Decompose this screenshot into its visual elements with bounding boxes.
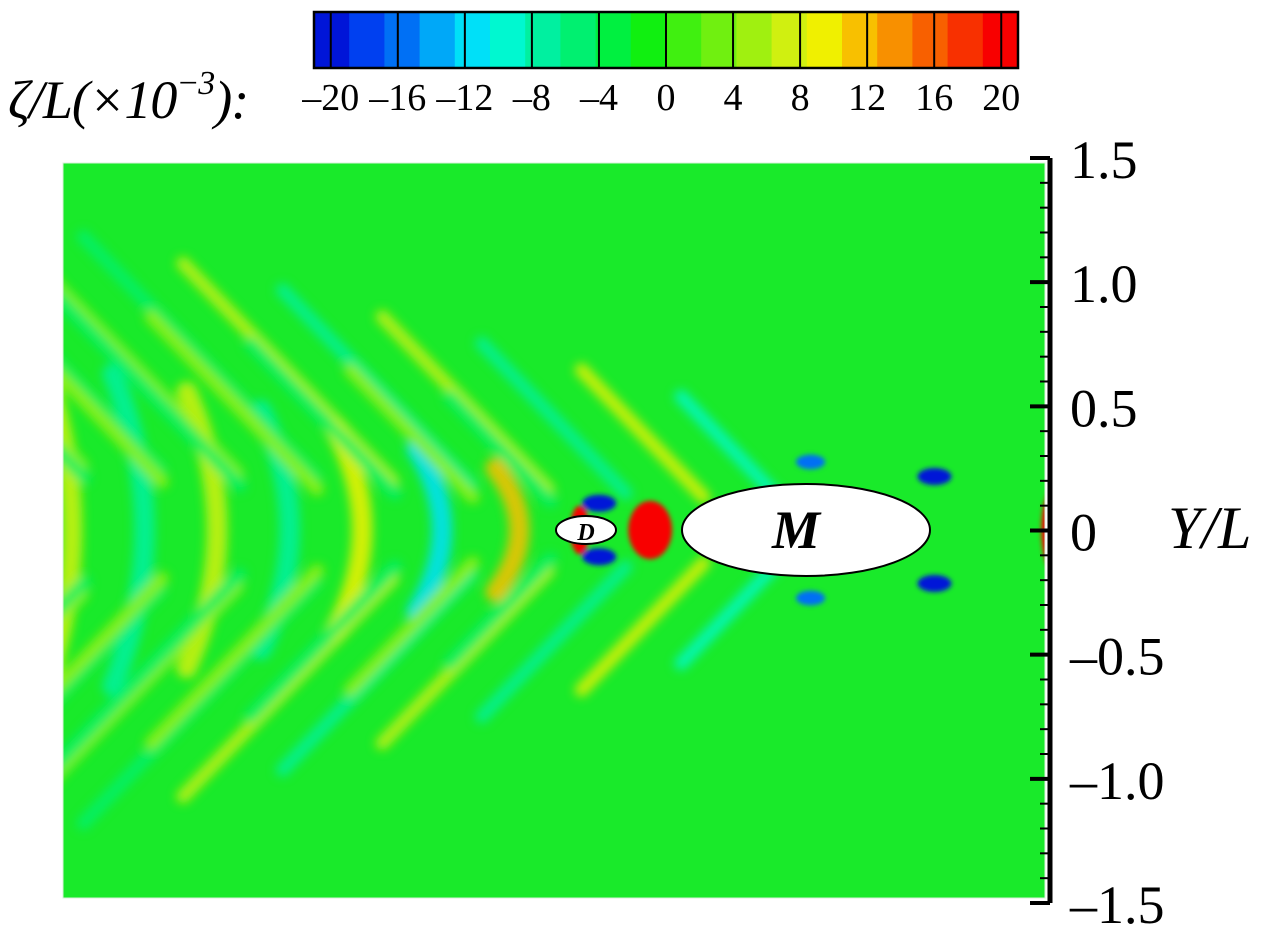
kelvin-wave-stripe [574,363,711,504]
trough-M [917,468,952,486]
colorbar-swatch [490,12,526,68]
colorbar-tick-label: –12 [435,77,493,119]
colorbar-ticks [329,12,1003,68]
kelvin-wave-stripe [144,310,324,496]
colorbar-tick-label: 20 [982,77,1020,119]
colorbar-swatch [666,12,702,68]
trough-M [795,454,826,470]
kelvin-wave-stripe [144,564,324,750]
wave-field [0,210,789,849]
colorbar-tick-label: –16 [368,77,426,119]
colorbar-label-tail: ): [211,70,248,130]
kelvin-wave-stripe [443,552,558,671]
kelvin-wave-stripe [63,292,247,492]
colorbar-tick-label: –8 [512,77,551,119]
body-M [681,483,931,577]
y-tick-label: 0 [1070,503,1097,563]
kelvin-wave-stripe [0,586,6,849]
colorbar-swatch [560,12,597,68]
colorbar-swatch [701,12,737,68]
kelvin-wave-stripe [674,552,789,671]
kelvin-wave-stripe [63,369,169,489]
colorbar-tick-label: 16 [915,77,953,119]
colorbar-swatch [736,12,773,68]
kelvin-wave-stripe [475,336,633,500]
colorbar-swatch [806,12,843,68]
colorbar-swatch [384,12,421,68]
kelvin-wave-stripe [343,363,480,504]
kelvin-wave-stripe [244,336,402,500]
trough-D [582,548,617,566]
colorbar-swatch [947,12,984,68]
colorbar-tick-label: 8 [791,77,810,119]
colorbar-tick-label: 12 [848,77,886,119]
colorbar-swatch [595,12,632,68]
trough-D [582,494,617,512]
kelvin-wave-stripe [63,568,247,768]
colorbar-label-exponent: −3 [176,65,214,102]
kelvin-wave-stripe [244,560,402,724]
kelvin-wave-stripe [343,556,480,697]
y-tick-label: –1.5 [1069,875,1165,933]
colorbar-swatch [349,12,385,68]
kelvin-wave-stripe [674,389,789,508]
transverse-wave [406,438,453,622]
colorbar: –20 –16 –12 –8 –4 0 4 8 12 16 20 ζ/L(×10−3): [8,10,1020,130]
y-tick-label: 1.0 [1070,254,1138,314]
trough-M [795,590,826,606]
transverse-wave [324,418,373,642]
colorbar-tick-label: 4 [724,77,743,119]
colorbar-tick-labels: –20 –16 –12 –8 –4 0 4 8 12 16 20 [301,77,1020,119]
colorbar-swatch [630,12,667,68]
transverse-wave [63,396,83,664]
colorbar-swatch [912,12,949,68]
colorbar-swatches [312,10,1020,70]
kelvin-wave-stripe [443,389,558,508]
colorbar-swatch [877,12,913,68]
colorbar-tick-label: –20 [301,77,359,119]
colorbar-swatch [842,12,878,68]
kelvin-wave-stripe [63,571,169,691]
y-tick-label: –0.5 [1069,627,1165,687]
kelvin-wave-stripe [574,556,711,697]
colorbar-swatch [525,12,561,68]
bow-peak-D [628,500,673,560]
kelvin-wave-stripe [0,210,6,473]
y-tick-label: 1.5 [1070,130,1138,190]
colorbar-swatch [771,12,808,68]
y-axis: –1.5 –1.0 –0.5 0 0.5 1.0 1.5 [1030,130,1165,933]
y-axis-label: Y/L [1168,495,1251,561]
transverse-wave [485,457,530,603]
y-tick-label: –1.0 [1069,751,1165,811]
body-D [555,515,617,545]
trough-M [917,574,952,592]
transverse-wave [102,363,155,697]
body-label-M: M [771,500,822,560]
colorbar-swatch [419,12,456,68]
colorbar-tick-label: –4 [579,77,618,119]
body-label-D: D [576,520,594,546]
colorbar-swatch [454,12,491,68]
colorbar-label-main: ζ/L(×10 [8,70,177,130]
colorbar-tick-label: 0 [657,77,676,119]
colorbar-label: ζ/L(×10−3): [8,65,248,130]
colorbar-swatch [314,12,350,68]
kelvin-wave-stripe [475,560,633,724]
y-tick-label: 0.5 [1070,378,1138,438]
